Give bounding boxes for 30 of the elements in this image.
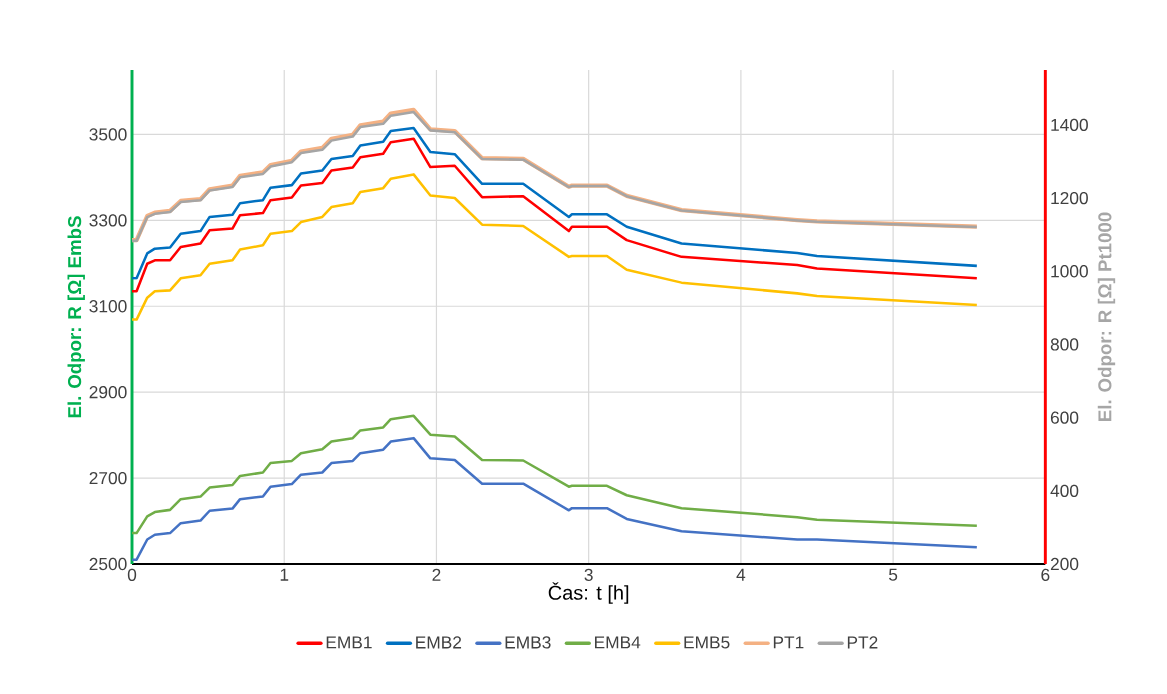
x-axis-title: Čas: t [h]: [548, 582, 629, 604]
y2-tick-label: 1000: [1051, 265, 1088, 278]
y-tick-label: 3500: [89, 128, 127, 141]
x-tick-label: 0: [127, 568, 137, 581]
x-tick-label: 2: [432, 568, 441, 581]
legend-label: PT2: [847, 636, 878, 649]
y2-tick-label: 1200: [1051, 191, 1088, 205]
legend-label: EMB1: [326, 636, 372, 649]
y-tick-label: 2700: [89, 471, 127, 485]
y-tick-label: 2900: [89, 386, 127, 399]
y2-tick-label: 1400: [1051, 118, 1088, 132]
y-tick-label: 3300: [89, 214, 127, 227]
y-axis-title: El. Odpor: R [Ω] EmbS: [67, 216, 85, 418]
x-tick-label: 5: [888, 568, 898, 581]
y2-axis-title: El. Odpor: R [Ω] Pt1000: [1097, 212, 1116, 421]
x-tick-label: 4: [736, 568, 746, 581]
legend-label: EMB2: [416, 636, 462, 649]
y2-tick-label: 600: [1050, 411, 1079, 424]
legend-label: EMB5: [684, 636, 730, 649]
y-tick-label: 3100: [89, 300, 127, 313]
legend-label: PT1: [773, 636, 804, 649]
legend-label: EMB4: [595, 636, 641, 649]
y-tick-label: 2500: [89, 557, 127, 571]
x-tick-label: 3: [584, 568, 593, 581]
y2-tick-label: 400: [1050, 484, 1079, 497]
y2-tick-label: 200: [1050, 557, 1079, 571]
x-tick-label: 6: [1041, 568, 1050, 581]
legend-label: EMB3: [505, 636, 551, 649]
x-tick-label: 1: [280, 568, 289, 581]
y2-tick-label: 800: [1050, 338, 1079, 351]
